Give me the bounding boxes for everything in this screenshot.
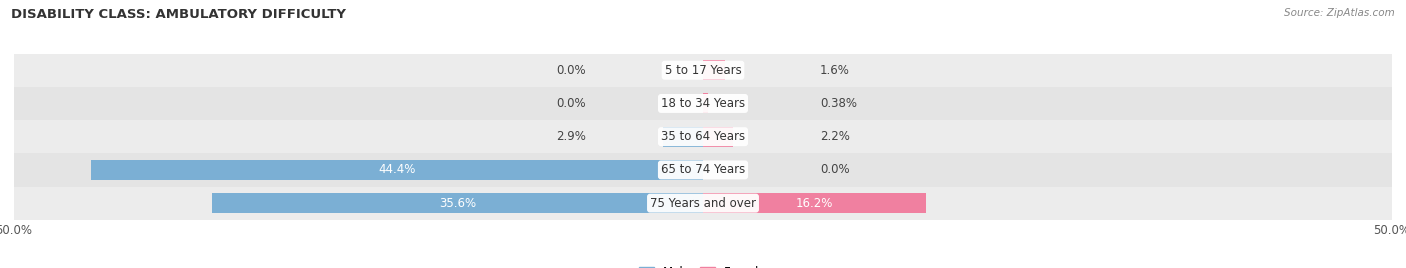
Text: 16.2%: 16.2% bbox=[796, 197, 834, 210]
Text: 18 to 34 Years: 18 to 34 Years bbox=[661, 97, 745, 110]
Bar bbox=[703, 193, 927, 213]
Text: 1.6%: 1.6% bbox=[820, 64, 851, 77]
Bar bbox=[703, 60, 725, 80]
Text: 0.0%: 0.0% bbox=[557, 97, 586, 110]
Text: 35.6%: 35.6% bbox=[439, 197, 477, 210]
Bar bbox=[14, 87, 1392, 120]
Text: 0.0%: 0.0% bbox=[820, 163, 849, 176]
Text: 0.38%: 0.38% bbox=[820, 97, 858, 110]
Text: 5 to 17 Years: 5 to 17 Years bbox=[665, 64, 741, 77]
Bar bbox=[703, 127, 734, 147]
Bar bbox=[14, 54, 1392, 87]
Text: 65 to 74 Years: 65 to 74 Years bbox=[661, 163, 745, 176]
Text: 35 to 64 Years: 35 to 64 Years bbox=[661, 130, 745, 143]
Text: 44.4%: 44.4% bbox=[378, 163, 416, 176]
Bar bbox=[703, 94, 709, 113]
Bar bbox=[14, 187, 1392, 220]
Text: DISABILITY CLASS: AMBULATORY DIFFICULTY: DISABILITY CLASS: AMBULATORY DIFFICULTY bbox=[11, 8, 346, 21]
Text: Source: ZipAtlas.com: Source: ZipAtlas.com bbox=[1284, 8, 1395, 18]
Text: 2.2%: 2.2% bbox=[820, 130, 851, 143]
Bar bbox=[212, 193, 703, 213]
Bar bbox=[664, 127, 703, 147]
Legend: Male, Female: Male, Female bbox=[634, 261, 772, 268]
Bar bbox=[91, 160, 703, 180]
Text: 75 Years and over: 75 Years and over bbox=[650, 197, 756, 210]
Bar bbox=[14, 120, 1392, 153]
Text: 0.0%: 0.0% bbox=[557, 64, 586, 77]
Bar bbox=[14, 153, 1392, 187]
Text: 2.9%: 2.9% bbox=[555, 130, 586, 143]
